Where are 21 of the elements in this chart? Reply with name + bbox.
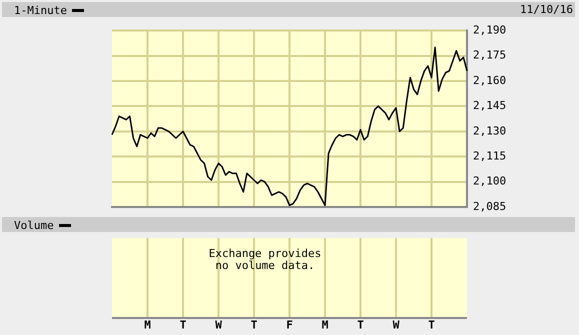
category-label: T xyxy=(428,318,435,332)
category-label: T xyxy=(250,318,258,332)
y-tick-label: 2,175 xyxy=(473,48,506,62)
category-label: M xyxy=(322,318,328,332)
category-label: T xyxy=(180,318,186,332)
category-label: F xyxy=(286,318,293,332)
y-tick-label: 2,145 xyxy=(473,99,506,112)
text: Volume xyxy=(14,219,54,232)
category-label: M xyxy=(144,318,151,332)
y-tick-label: 2,115 xyxy=(473,149,506,162)
y-tick-label: 2,130 xyxy=(473,124,506,138)
y-tick-label: 2,100 xyxy=(473,174,506,188)
category-label: W xyxy=(215,318,222,332)
y-tick-label: 2,085 xyxy=(473,200,506,213)
text: Exchange provides no volume data. xyxy=(208,247,322,272)
category-label: W xyxy=(392,318,400,332)
y-tick-label: 2,190 xyxy=(473,23,506,36)
y-tick-label: 2,160 xyxy=(473,74,506,87)
text: 11/10/16 xyxy=(520,3,573,16)
category-label: T xyxy=(357,318,364,332)
legend-label: 1-Minute xyxy=(14,4,67,17)
